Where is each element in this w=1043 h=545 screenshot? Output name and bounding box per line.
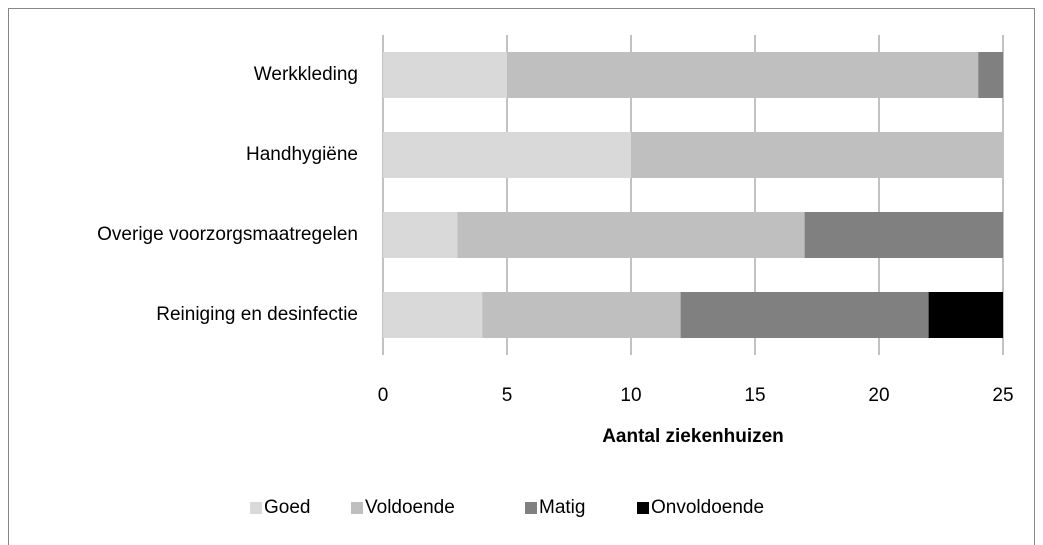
y-tick-label: Handhygiëne <box>246 144 358 165</box>
x-tick-label: 25 <box>992 385 1013 406</box>
x-tick-label: 5 <box>502 385 513 406</box>
legend-label: Goed <box>264 497 310 518</box>
y-tick-label: Overige voorzorgsmaatregelen <box>97 224 358 245</box>
bar-segment <box>631 132 1003 178</box>
x-tick-label: 0 <box>378 385 389 406</box>
bar-segment <box>804 212 1003 258</box>
x-tick-label: 10 <box>620 385 641 406</box>
legend-swatch <box>525 502 537 514</box>
legend-label: Voldoende <box>365 497 455 518</box>
x-tick-label: 20 <box>868 385 889 406</box>
bar-segment <box>383 292 483 338</box>
legend-label: Onvoldoende <box>651 497 764 518</box>
bar-segment <box>482 292 681 338</box>
bar-segment <box>383 212 458 258</box>
bar-segment <box>457 212 805 258</box>
bar-segment <box>383 132 631 178</box>
y-tick-label: Reiniging en desinfectie <box>156 304 358 325</box>
legend-swatch <box>637 502 649 514</box>
x-axis-title: Aantal ziekenhuizen <box>602 426 784 447</box>
x-tick-label: 15 <box>744 385 765 406</box>
legend-swatch <box>351 502 363 514</box>
bar-segment <box>383 52 507 98</box>
legend-swatch <box>250 502 262 514</box>
y-tick-label: Werkkleding <box>254 64 358 85</box>
legend-label: Matig <box>539 497 585 518</box>
bar-segment <box>680 292 929 338</box>
bar-segment <box>928 292 1003 338</box>
bar-segment <box>978 52 1003 98</box>
bar-segment <box>507 52 979 98</box>
